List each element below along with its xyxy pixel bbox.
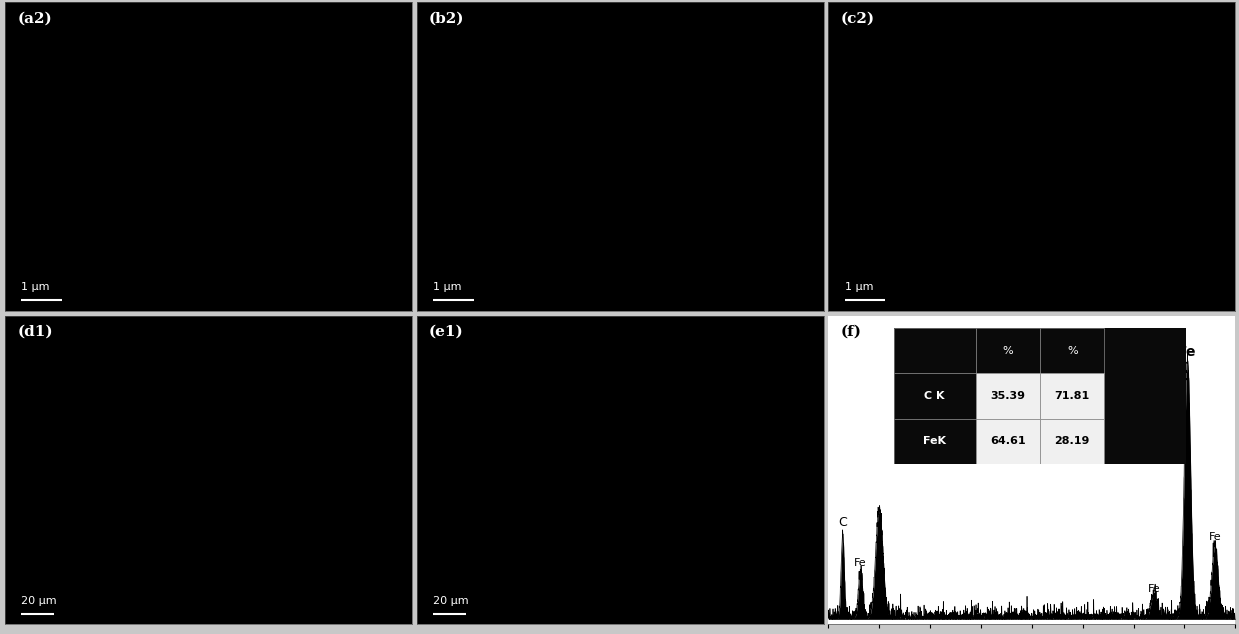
Text: (e1): (e1) [429,325,463,339]
Text: (a2): (a2) [17,11,52,25]
Text: Fe: Fe [854,558,867,568]
Text: (f): (f) [840,325,861,339]
Text: (b2): (b2) [429,11,465,25]
Text: 20 μm: 20 μm [21,596,57,606]
Text: C: C [839,516,847,529]
Text: Fe: Fe [1178,346,1197,359]
Text: 1 μm: 1 μm [845,282,873,292]
Text: (d1): (d1) [17,325,53,339]
Text: 20 μm: 20 μm [432,596,468,606]
Text: (c2): (c2) [840,11,875,25]
Text: 1 μm: 1 μm [432,282,461,292]
Text: Fe: Fe [1208,532,1222,542]
Text: 1 μm: 1 μm [21,282,50,292]
Text: Fe: Fe [1147,583,1160,593]
